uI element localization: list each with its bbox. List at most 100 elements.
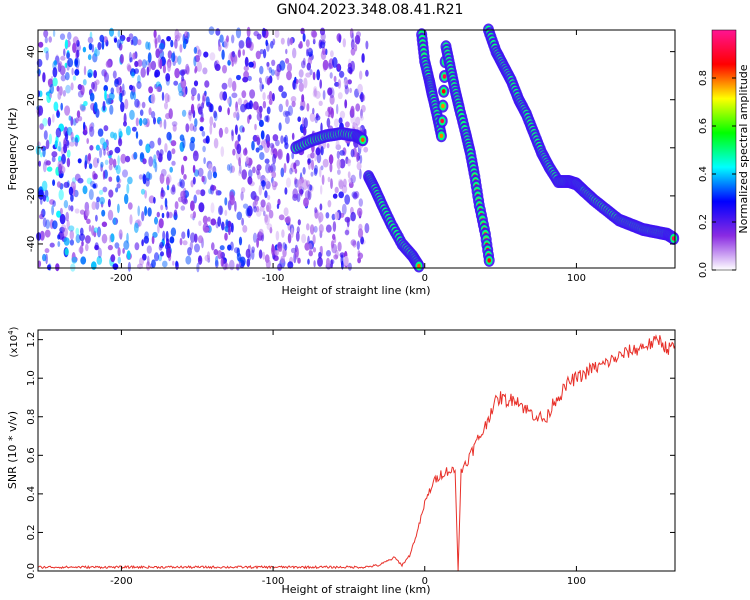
- noise-cell: [60, 102, 63, 111]
- noise-cell: [312, 234, 316, 245]
- colorbar-ticks: 0.0 0.2 0.4 0.6 0.8: [698, 70, 736, 278]
- noise-cell: [175, 260, 179, 267]
- noise-cell: [265, 204, 270, 213]
- noise-cell: [141, 59, 147, 69]
- noise-cell: [130, 91, 134, 100]
- noise-cell: [309, 112, 316, 123]
- noise-cell: [327, 200, 332, 208]
- noise-cell: [339, 158, 346, 169]
- noise-cell: [166, 131, 172, 141]
- noise-cell: [96, 157, 100, 164]
- noise-cell: [277, 263, 283, 271]
- noise-cell: [170, 227, 177, 237]
- noise-cell: [77, 158, 82, 164]
- noise-cell: [237, 97, 243, 106]
- noise-cell: [314, 90, 321, 99]
- noise-cell: [89, 123, 93, 132]
- noise-cell: [361, 104, 366, 113]
- noise-cell: [44, 36, 48, 44]
- noise-cell: [148, 107, 152, 116]
- noise-cell: [92, 157, 99, 168]
- noise-cell: [173, 80, 179, 86]
- noise-cell: [296, 226, 300, 234]
- noise-cell: [160, 192, 165, 200]
- noise-cell: [218, 105, 223, 113]
- noise-cell: [284, 142, 289, 150]
- noise-cell: [241, 169, 247, 180]
- noise-cell: [166, 176, 170, 186]
- noise-cell: [108, 164, 113, 171]
- noise-cell: [365, 40, 369, 50]
- noise-cell: [124, 193, 129, 205]
- noise-cell: [42, 147, 46, 158]
- noise-cell: [54, 140, 58, 149]
- noise-cell: [100, 161, 104, 168]
- noise-cell: [275, 139, 280, 147]
- noise-cell: [174, 68, 180, 79]
- noise-cell: [303, 77, 308, 89]
- noise-cell: [181, 109, 187, 117]
- noise-cell: [152, 231, 158, 238]
- noise-cell: [284, 243, 288, 251]
- noise-cell: [159, 173, 165, 185]
- noise-cell: [260, 130, 265, 140]
- noise-cell: [256, 205, 260, 213]
- noise-cell: [164, 197, 168, 208]
- noise-cell: [166, 185, 170, 191]
- noise-cell: [57, 146, 61, 152]
- noise-cell: [215, 188, 218, 196]
- noise-cell: [347, 79, 352, 85]
- noise-cell: [190, 87, 197, 97]
- noise-cell: [219, 91, 225, 101]
- noise-cell: [63, 181, 70, 188]
- noise-cell: [141, 239, 144, 247]
- noise-cell: [85, 208, 90, 217]
- noise-cell: [290, 227, 294, 238]
- noise-cell: [289, 37, 293, 46]
- noise-cell: [145, 143, 151, 154]
- noise-cell: [104, 70, 107, 78]
- noise-cell: [337, 63, 341, 71]
- noise-cell: [151, 235, 155, 245]
- spectrogram-ylabel: Frequency (Hz): [6, 108, 19, 191]
- noise-cell: [350, 47, 356, 56]
- noise-cell: [51, 151, 58, 158]
- noise-cell: [153, 196, 156, 204]
- noise-cell: [134, 60, 139, 68]
- noise-cell: [278, 85, 284, 93]
- noise-cell: [42, 161, 47, 173]
- noise-cell: [117, 247, 121, 257]
- noise-cell: [298, 69, 304, 78]
- noise-cell: [344, 99, 348, 109]
- noise-cell: [58, 163, 63, 175]
- noise-cell: [248, 61, 254, 68]
- noise-cell: [280, 167, 285, 178]
- noise-cell: [292, 188, 299, 199]
- noise-cell: [197, 49, 202, 57]
- noise-cell: [302, 167, 306, 175]
- noise-cell: [350, 105, 355, 115]
- noise-cell: [63, 200, 69, 209]
- noise-cell: [43, 130, 48, 140]
- noise-cell: [172, 124, 177, 132]
- noise-cell: [161, 91, 165, 101]
- noise-cell: [348, 177, 353, 184]
- noise-cell: [117, 155, 120, 166]
- noise-cell: [272, 153, 277, 165]
- x-tick-label: 0: [422, 273, 428, 284]
- noise-cell: [358, 198, 363, 207]
- y-tick-label: 0.8: [26, 409, 37, 425]
- noise-cell: [266, 77, 271, 86]
- noise-cell: [274, 249, 279, 256]
- noise-cell: [212, 171, 218, 179]
- x-tick-label: -100: [262, 576, 285, 587]
- noise-cell: [329, 72, 333, 79]
- noise-cell: [114, 165, 119, 171]
- noise-cell: [185, 123, 190, 133]
- noise-cell: [38, 189, 45, 200]
- noise-cell: [47, 78, 53, 85]
- noise-cell: [268, 165, 274, 174]
- noise-cell: [42, 253, 47, 262]
- noise-cell: [299, 105, 304, 111]
